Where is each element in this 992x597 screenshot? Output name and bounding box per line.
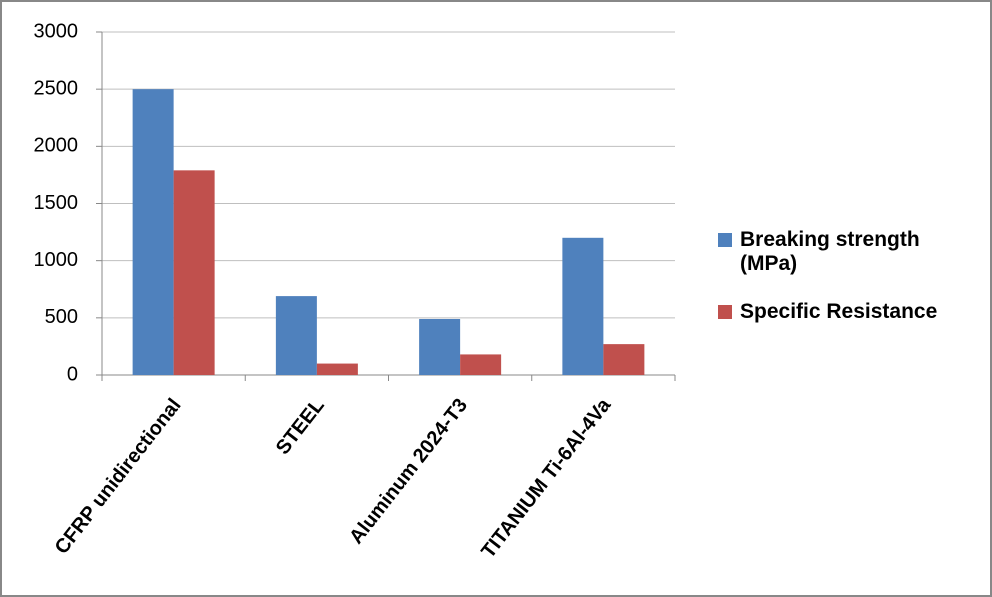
legend: Breaking strength (MPa) Specific Resistan… bbox=[718, 228, 978, 348]
bar bbox=[173, 170, 215, 375]
bar bbox=[132, 89, 174, 376]
legend-label: Breaking strength (MPa) bbox=[740, 228, 920, 275]
x-tick-label: STEEL bbox=[272, 395, 329, 459]
y-tick-label: 3000 bbox=[34, 20, 79, 42]
x-tick-label: Aluminum 2024-T3 bbox=[345, 395, 472, 549]
y-tick-label: 0 bbox=[67, 363, 78, 385]
y-tick-label: 1500 bbox=[34, 192, 79, 214]
bar bbox=[603, 344, 645, 375]
y-tick-label: 1000 bbox=[34, 249, 79, 271]
y-tick-label: 2500 bbox=[34, 77, 79, 99]
legend-swatch bbox=[718, 233, 732, 247]
legend-label: Specific Resistance bbox=[740, 300, 938, 323]
bar bbox=[460, 354, 502, 375]
bar bbox=[562, 237, 604, 375]
x-tick-label: CFRP unidirectional bbox=[51, 395, 186, 559]
y-tick-label: 500 bbox=[45, 306, 78, 328]
legend-item: Specific Resistance bbox=[718, 300, 978, 324]
y-tick-label: 2000 bbox=[34, 135, 79, 157]
bar bbox=[419, 318, 461, 375]
bar bbox=[275, 296, 317, 375]
x-tick-label: TITANIUM Ti-6Al-4Va bbox=[477, 394, 616, 563]
legend-swatch bbox=[718, 305, 732, 319]
bar bbox=[316, 363, 358, 375]
legend-item: Breaking strength (MPa) bbox=[718, 228, 978, 276]
